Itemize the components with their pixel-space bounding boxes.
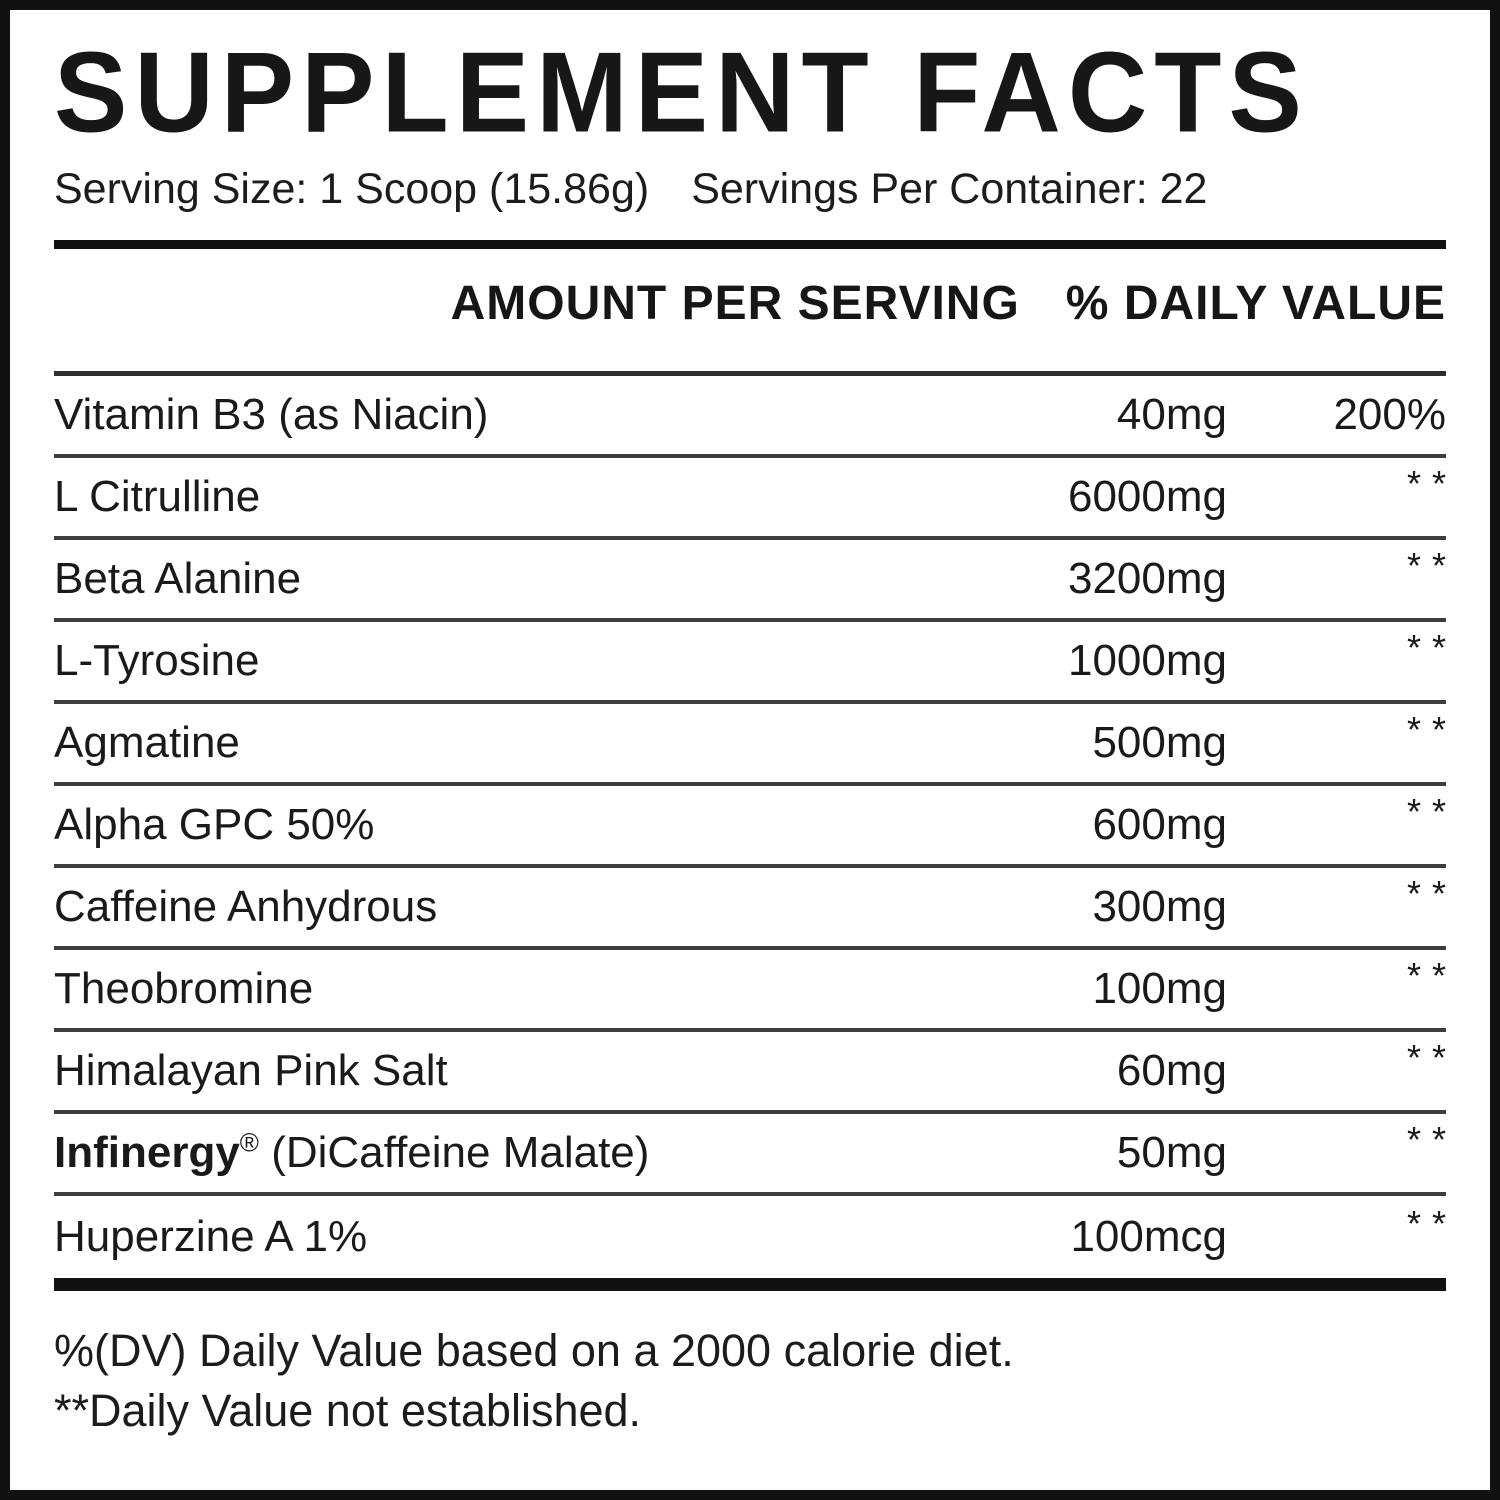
ingredient-row: L-Tyrosine 1000mg ** (54, 622, 1446, 705)
not-established-asterisks: ** (1406, 709, 1457, 751)
not-established-asterisks: ** (1406, 873, 1457, 915)
facts-rows: Vitamin B3 (as Niacin) 40mg 200% L Citru… (54, 376, 1446, 1278)
ingredient-daily-value: ** (1227, 955, 1446, 1014)
ingredient-daily-value: ** (1227, 627, 1446, 686)
ingredient-amount: 100mcg (1070, 1212, 1227, 1262)
ingredient-name: Himalayan Pink Salt (54, 1046, 448, 1096)
not-established-asterisks: ** (1406, 1119, 1457, 1161)
divider-under-header (54, 371, 1446, 377)
ingredient-row: Alpha GPC 50% 600mg ** (54, 786, 1446, 869)
ingredient-daily-value: ** (1227, 545, 1446, 604)
footnote-not-established: **Daily Value not established. (54, 1385, 642, 1437)
ingredient-daily-value: ** (1227, 463, 1446, 522)
ingredient-row: Beta Alanine 3200mg ** (54, 540, 1446, 623)
servings-per-container: Servings Per Container: 22 (691, 165, 1208, 213)
not-established-asterisks: ** (1406, 791, 1457, 833)
ingredient-name: L Citrulline (54, 472, 261, 522)
ingredient-amount: 60mg (1116, 1046, 1227, 1096)
ingredient-name: Theobromine (54, 964, 314, 1014)
ingredient-amount: 500mg (1092, 718, 1227, 768)
not-established-asterisks: ** (1406, 627, 1457, 669)
ingredient-name: Beta Alanine (54, 554, 302, 604)
divider-thick-top (54, 240, 1446, 250)
ingredient-daily-value: 200% (1333, 390, 1446, 440)
ingredient-row: Infinergy® (DiCaffeine Malate) 50mg ** (54, 1114, 1446, 1197)
column-header-amount: AMOUNT PER SERVING (450, 277, 1020, 331)
not-established-asterisks: ** (1406, 1203, 1457, 1245)
not-established-asterisks: ** (1406, 463, 1457, 505)
panel-title: SUPPLEMENT FACTS (54, 28, 1309, 157)
ingredient-row: Theobromine 100mg ** (54, 950, 1446, 1033)
ingredient-name: Alpha GPC 50% (54, 800, 375, 850)
ingredient-daily-value: ** (1227, 1203, 1446, 1262)
ingredient-amount: 300mg (1092, 882, 1227, 932)
serving-size: Serving Size: 1 Scoop (15.86g) (54, 165, 650, 213)
ingredient-daily-value: ** (1227, 1037, 1446, 1096)
serving-info: Serving Size: 1 Scoop (15.86g) Servings P… (54, 165, 1446, 213)
ingredient-name: Agmatine (54, 718, 240, 768)
ingredient-amount: 600mg (1092, 800, 1227, 850)
ingredient-row: Huperzine A 1% 100mcg ** (54, 1196, 1446, 1278)
ingredient-row: Caffeine Anhydrous 300mg ** (54, 868, 1446, 951)
column-header-daily-value: % DAILY VALUE (1065, 277, 1446, 331)
ingredient-name: Infinergy® (DiCaffeine Malate) (54, 1127, 650, 1178)
ingredient-amount: 40mg (1116, 390, 1227, 440)
not-established-asterisks: ** (1406, 545, 1457, 587)
ingredient-daily-value: ** (1227, 873, 1446, 932)
ingredient-amount: 1000mg (1067, 636, 1227, 686)
footnotes: %(DV) Daily Value based on a 2000 calori… (54, 1321, 1446, 1441)
ingredient-name: L-Tyrosine (54, 636, 260, 686)
ingredient-amount: 100mg (1092, 964, 1227, 1014)
ingredient-row: L Citrulline 6000mg ** (54, 458, 1446, 541)
footnote-daily-value: %(DV) Daily Value based on a 2000 calori… (54, 1325, 1014, 1377)
ingredient-daily-value: ** (1227, 709, 1446, 768)
ingredient-amount: 50mg (1116, 1128, 1227, 1178)
ingredient-row: Agmatine 500mg ** (54, 704, 1446, 787)
not-established-asterisks: ** (1406, 1037, 1457, 1079)
ingredient-name: Caffeine Anhydrous (54, 882, 438, 932)
ingredient-name: Huperzine A 1% (54, 1212, 368, 1262)
ingredient-row: Vitamin B3 (as Niacin) 40mg 200% (54, 376, 1446, 459)
ingredient-name: Vitamin B3 (as Niacin) (54, 390, 489, 440)
divider-thick-bottom (54, 1278, 1446, 1292)
ingredient-amount: 6000mg (1067, 472, 1227, 522)
not-established-asterisks: ** (1406, 955, 1457, 997)
column-header-row: AMOUNT PER SERVING % DAILY VALUE (54, 276, 1446, 331)
ingredient-daily-value: ** (1227, 1119, 1446, 1178)
ingredient-daily-value: ** (1227, 791, 1446, 850)
ingredient-amount: 3200mg (1067, 554, 1227, 604)
ingredient-row: Himalayan Pink Salt 60mg ** (54, 1032, 1446, 1115)
